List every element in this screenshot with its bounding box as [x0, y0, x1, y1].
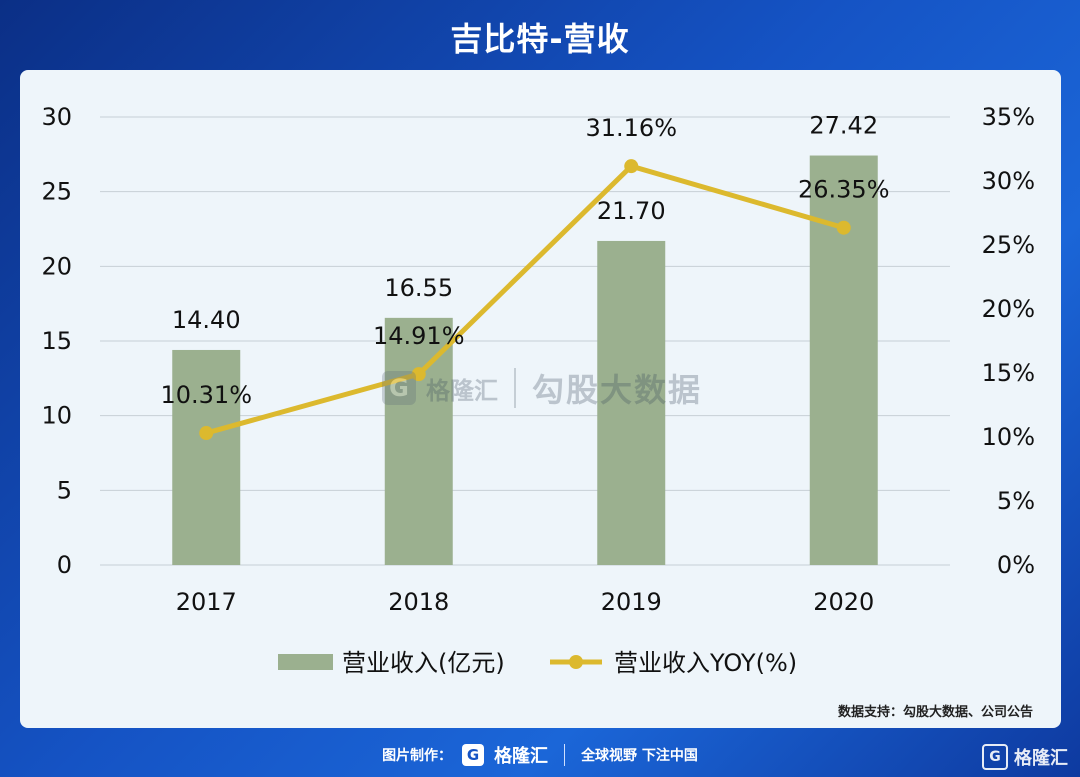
y-left-tick-label: 5	[57, 476, 72, 504]
y-left-tick-label: 25	[41, 178, 72, 206]
bar-series	[172, 155, 878, 566]
x-tick-label: 2018	[388, 588, 449, 616]
bar-2018	[384, 317, 453, 565]
yoy-value-label: 14.91%	[373, 322, 465, 350]
yoy-value-label: 10.31%	[160, 381, 252, 409]
y-left-tick-label: 20	[41, 252, 72, 280]
x-tick-label: 2020	[813, 588, 874, 616]
yoy-point-2018	[411, 367, 426, 382]
data-source: 数据支持：勾股大数据、公司公告	[837, 705, 1033, 720]
y-right-tick-label: 15%	[982, 359, 1035, 387]
y-right-tick-label: 10%	[982, 423, 1035, 451]
yoy-point-2020	[836, 220, 851, 235]
watermark-name: 勾股大数据	[532, 371, 703, 409]
footer-divider	[564, 744, 566, 766]
y-right-tick-label: 25%	[982, 231, 1035, 259]
legend-line-label: 营业收入YOY(%)	[614, 649, 797, 677]
y-left-tick-label: 30	[41, 103, 72, 131]
legend-bar-label: 营业收入(亿元)	[342, 649, 505, 677]
corner-brand: G 格隆汇	[982, 744, 1068, 770]
y-right-tick-label: 30%	[982, 167, 1035, 195]
yoy-point-2019	[624, 159, 639, 174]
y-left-tick-label: 15	[41, 327, 72, 355]
yoy-line	[205, 163, 845, 436]
x-tick-label: 2019	[601, 588, 662, 616]
bar-value-label: 14.40	[172, 306, 241, 334]
chart-title: 吉比特-营收	[450, 20, 630, 58]
data-labels: 14.40 16.55 21.70 27.42 10.31% 14.91% 31.16% 26…	[160, 112, 889, 410]
bar-2017	[172, 349, 241, 565]
watermark: G 格隆汇 勾股大数据	[382, 365, 702, 411]
y-left-tick-label: 10	[41, 402, 72, 430]
chart-panel: 14.40 16.55 21.70 27.42 10.31% 14.91% 31.16% 26…	[20, 70, 1061, 728]
y-right-tick-label: 20%	[982, 295, 1035, 323]
line-series	[199, 159, 851, 441]
y-right-tick-label: 5%	[997, 487, 1035, 515]
legend-line-marker	[569, 655, 583, 669]
bar-2019	[597, 240, 666, 566]
footer: 图片制作： G 格隆汇 全球视野 下注中国	[0, 740, 1080, 770]
yoy-value-label: 26.35%	[798, 176, 890, 204]
footer-made-by: 图片制作：	[382, 748, 453, 764]
bar-2020	[809, 155, 878, 565]
footer-brand: 格隆汇	[494, 746, 549, 767]
legend-bar-swatch	[278, 654, 333, 670]
axes: 0 5 10 15 20 25 30 0% 5% 10% 15% 20% 25% 30% 35% 2017 20…	[41, 103, 1035, 616]
revenue-chart: 14.40 16.55 21.70 27.42 10.31% 14.91% 31.16% 26…	[41, 103, 1035, 677]
yoy-point-2017	[199, 426, 214, 441]
y-right-tick-label: 35%	[982, 103, 1035, 131]
corner-logo-icon: G	[982, 744, 1008, 770]
grid-lines	[100, 116, 950, 566]
watermark-brand: 格隆汇	[426, 376, 498, 405]
bar-value-label: 21.70	[597, 197, 666, 225]
watermark-logo-icon: G	[382, 371, 416, 405]
x-tick-label: 2017	[176, 588, 237, 616]
y-left-tick-label: 0	[57, 551, 72, 579]
watermark-divider	[514, 368, 516, 408]
bar-value-label: 16.55	[384, 274, 453, 302]
legend: 营业收入(亿元) 营业收入YOY(%)	[278, 649, 797, 677]
footer-logo-icon: G	[462, 744, 485, 766]
yoy-value-label: 31.16%	[585, 114, 677, 142]
bar-value-label: 27.42	[809, 112, 878, 140]
y-right-tick-label: 0%	[997, 551, 1035, 579]
footer-slogan: 全球视野 下注中国	[581, 748, 698, 764]
corner-brand-text: 格隆汇	[1014, 748, 1068, 769]
